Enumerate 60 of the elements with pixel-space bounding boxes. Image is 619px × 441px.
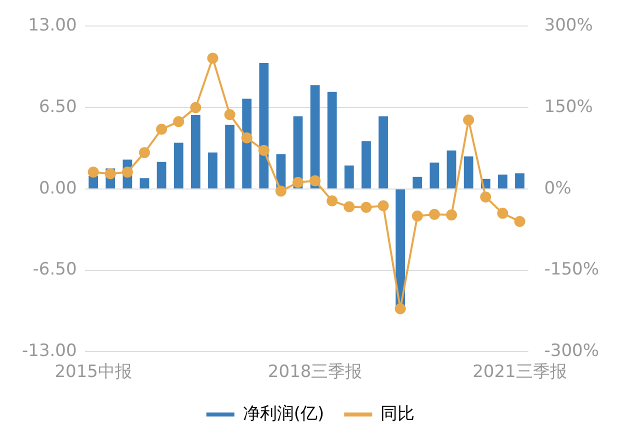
- y2-tick-label: 0%: [544, 178, 572, 198]
- y2-tick-label: -300%: [544, 341, 600, 362]
- point: [104, 168, 116, 180]
- point: [360, 202, 372, 213]
- bar: [156, 162, 166, 188]
- bar: [190, 115, 200, 188]
- y-tick-label: -13.00: [22, 341, 77, 362]
- bar: [208, 152, 218, 188]
- point: [139, 147, 150, 158]
- y-tick-label: 13.00: [28, 16, 77, 36]
- point: [514, 216, 526, 227]
- point: [224, 109, 236, 120]
- point: [156, 124, 168, 135]
- point: [241, 132, 252, 144]
- point: [310, 175, 321, 186]
- point: [463, 114, 474, 126]
- bar: [362, 141, 371, 188]
- bar: [140, 178, 150, 188]
- point: [122, 166, 133, 178]
- y-tick-label: 6.50: [38, 96, 77, 117]
- point: [326, 195, 338, 206]
- point: [412, 210, 423, 222]
- y2-tick-label: 300%: [544, 16, 593, 36]
- legend-label: 净利润(亿): [242, 404, 324, 424]
- x-tick-label: 2015中报: [54, 362, 132, 382]
- point: [190, 102, 202, 114]
- bar: [174, 142, 184, 188]
- bar: [225, 124, 234, 188]
- y-tick-label: 0.00: [38, 178, 77, 198]
- bar: [378, 116, 388, 188]
- point: [394, 303, 406, 314]
- point: [88, 166, 99, 178]
- y-tick-label: -6.50: [32, 260, 77, 280]
- bar: [327, 92, 337, 188]
- bar: [88, 176, 98, 188]
- point: [258, 144, 270, 156]
- bar: [412, 176, 422, 188]
- bar: [310, 85, 320, 188]
- point: [173, 116, 184, 128]
- y2-tick-label: 150%: [544, 96, 593, 117]
- bar: [259, 62, 269, 188]
- x-tick-label: 2021三季报: [472, 362, 567, 382]
- point: [446, 209, 458, 220]
- point: [207, 52, 218, 64]
- point: [344, 201, 355, 212]
- legend-label: 同比: [380, 404, 415, 424]
- point: [428, 208, 440, 220]
- bar: [430, 162, 440, 188]
- point: [480, 192, 492, 203]
- point: [497, 208, 508, 219]
- point: [275, 186, 286, 197]
- bar: [344, 165, 354, 188]
- y2-tick-label: -150%: [544, 260, 600, 280]
- bar: [498, 174, 508, 188]
- x-tick-label: 2018三季报: [268, 362, 362, 382]
- point: [378, 200, 389, 212]
- bar: [515, 173, 524, 188]
- bar: [464, 156, 474, 188]
- point: [292, 176, 304, 188]
- bar: [446, 150, 456, 188]
